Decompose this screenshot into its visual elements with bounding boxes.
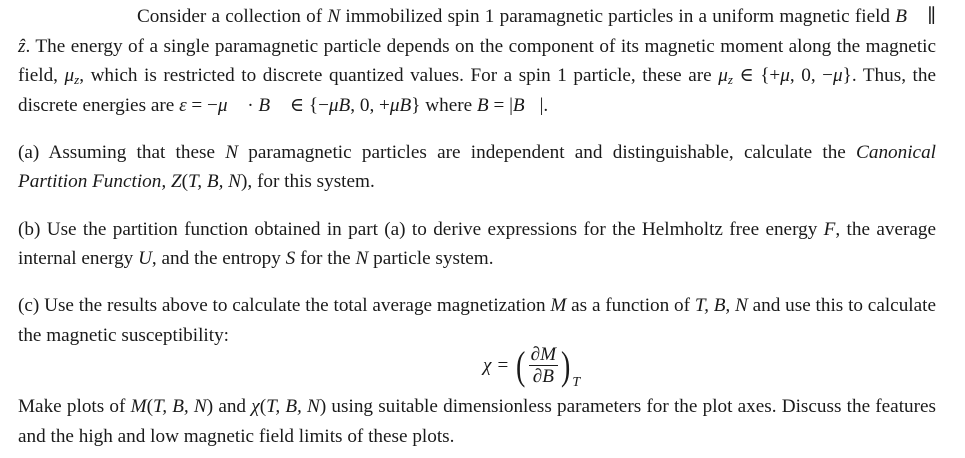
eq-denominator: ∂B — [532, 366, 554, 388]
math-segment: ε — [179, 94, 187, 116]
text-segment: immobilized spin 1 paramagnetic particle… — [340, 6, 896, 27]
math-segment: B⃗ — [512, 94, 540, 116]
math-segment: N — [327, 6, 341, 27]
math-segment: μ⃗ — [217, 94, 243, 116]
math-segment: μ — [64, 65, 75, 87]
susceptibility-equation: χ = ( ∂M ∂B ) T — [483, 344, 936, 392]
text-segment: Consider a collection of — [137, 6, 328, 27]
math-segment: Z — [170, 171, 182, 193]
math-segment: B⃗ — [258, 94, 286, 116]
text-segment: } where — [411, 94, 477, 116]
text-segment: , which is restricted to discrete quanti… — [79, 65, 719, 87]
text-segment: (c) Use the results above to calculate t… — [18, 295, 551, 317]
math-segment: B — [476, 94, 489, 116]
text-segment: ( — [259, 396, 267, 418]
text-segment: ( — [181, 171, 189, 193]
text-segment: (a) Assuming that these — [18, 141, 226, 163]
eq-subscript: T — [572, 375, 581, 391]
part-a-paragraph: (a) Assuming that these N paramagnetic p… — [18, 138, 936, 197]
eq-equals: = — [497, 354, 509, 376]
part-c-paragraph: (c) Use the results above to calculate t… — [18, 291, 936, 350]
intro-paragraph: Consider a collection of N immobilized s… — [18, 2, 936, 120]
eq-numerator: ∂M — [528, 344, 559, 367]
math-segment: N — [225, 141, 239, 163]
math-segment: M — [130, 396, 147, 418]
math-segment: z — [727, 72, 733, 88]
math-segment: S — [285, 248, 296, 270]
text-segment: ( — [146, 396, 153, 418]
text-segment: ) using suitable dimensionless parameter… — [18, 396, 937, 448]
text-segment: particle system. — [368, 248, 494, 270]
text-segment: ∈ {− — [285, 94, 329, 116]
text-segment: }. Thus, the discrete energies are — [18, 65, 936, 116]
text-segment: , 0, + — [350, 94, 390, 116]
math-segment: F — [823, 218, 836, 240]
eq-close-paren: ) — [561, 342, 571, 388]
math-segment: T, B, N — [188, 171, 241, 193]
math-segment: T, B, N — [152, 396, 207, 418]
math-segment: μ — [832, 65, 843, 87]
math-segment: χ — [251, 396, 260, 418]
math-segment: μ — [718, 65, 728, 87]
text-segment: . The energy of a single paramagnetic pa… — [18, 35, 936, 87]
text-segment: as a function of — [566, 295, 695, 317]
text-segment: for the — [295, 248, 356, 270]
math-segment: μ — [780, 65, 790, 87]
math-segment: T, B, N — [694, 295, 748, 317]
text-segment: Canonical Partition Function, — [18, 141, 936, 193]
text-segment: · — [242, 94, 259, 116]
text-segment: ) and — [206, 396, 252, 418]
math-segment: M — [550, 295, 567, 317]
text-segment: Make plots of — [18, 396, 131, 418]
math-segment: μB — [328, 94, 351, 116]
text-segment: , the average internal energy — [18, 218, 936, 270]
text-segment: ), for this system. — [240, 171, 375, 193]
text-segment: , and the entropy — [151, 248, 286, 270]
math-segment: T, B, N — [266, 396, 320, 418]
math-segment: N — [355, 248, 369, 270]
text-segment: , 0, − — [789, 65, 833, 87]
eq-lhs: χ — [483, 354, 492, 376]
text-segment: paramagnetic particles are independent a… — [238, 141, 857, 163]
text-segment: = − — [186, 94, 218, 116]
text-segment: ∥ — [921, 6, 937, 27]
math-segment: μB — [389, 94, 412, 116]
eq-open-paren: ( — [516, 342, 526, 388]
eq-fraction: ∂M ∂B — [528, 344, 559, 388]
math-segment: ẑ — [18, 35, 26, 57]
text-segment: and use this to calculate the magnetic s… — [18, 295, 936, 346]
text-segment: ∈ {+ — [732, 65, 781, 87]
math-segment: U — [138, 248, 152, 270]
text-segment: = | — [488, 94, 513, 116]
text-segment: |. — [539, 94, 549, 116]
math-segment: z — [74, 72, 80, 88]
plots-paragraph: Make plots of M(T, B, N) and χ(T, B, N) … — [18, 392, 936, 451]
problem-document: Consider a collection of N immobilized s… — [18, 2, 936, 452]
part-b-paragraph: (b) Use the partition function obtained … — [18, 215, 936, 274]
text-segment: (b) Use the partition function obtained … — [18, 218, 824, 240]
math-segment: B⃗ — [895, 6, 922, 27]
